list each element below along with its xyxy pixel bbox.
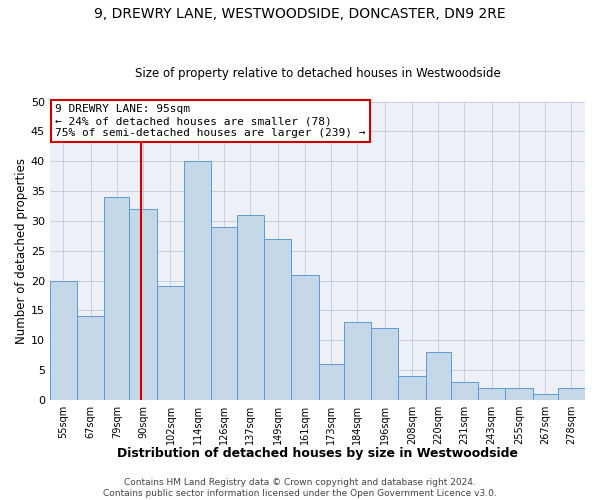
Bar: [264, 238, 291, 400]
Bar: [319, 364, 344, 400]
Bar: [157, 286, 184, 400]
Bar: [505, 388, 533, 400]
Y-axis label: Number of detached properties: Number of detached properties: [15, 158, 28, 344]
Bar: [184, 161, 211, 400]
Bar: [77, 316, 104, 400]
Bar: [371, 328, 398, 400]
X-axis label: Distribution of detached houses by size in Westwoodside: Distribution of detached houses by size …: [117, 447, 518, 460]
Bar: [130, 209, 157, 400]
Bar: [557, 388, 585, 400]
Text: Contains HM Land Registry data © Crown copyright and database right 2024.
Contai: Contains HM Land Registry data © Crown c…: [103, 478, 497, 498]
Bar: [104, 197, 130, 400]
Bar: [451, 382, 478, 400]
Text: 9, DREWRY LANE, WESTWOODSIDE, DONCASTER, DN9 2RE: 9, DREWRY LANE, WESTWOODSIDE, DONCASTER,…: [94, 8, 506, 22]
Bar: [425, 352, 451, 400]
Bar: [398, 376, 425, 400]
Bar: [533, 394, 557, 400]
Bar: [236, 215, 264, 400]
Bar: [50, 280, 77, 400]
Bar: [291, 274, 319, 400]
Bar: [211, 227, 236, 400]
Bar: [344, 322, 371, 400]
Bar: [478, 388, 505, 400]
Text: 9 DREWRY LANE: 95sqm
← 24% of detached houses are smaller (78)
75% of semi-detac: 9 DREWRY LANE: 95sqm ← 24% of detached h…: [55, 104, 365, 138]
Title: Size of property relative to detached houses in Westwoodside: Size of property relative to detached ho…: [134, 66, 500, 80]
